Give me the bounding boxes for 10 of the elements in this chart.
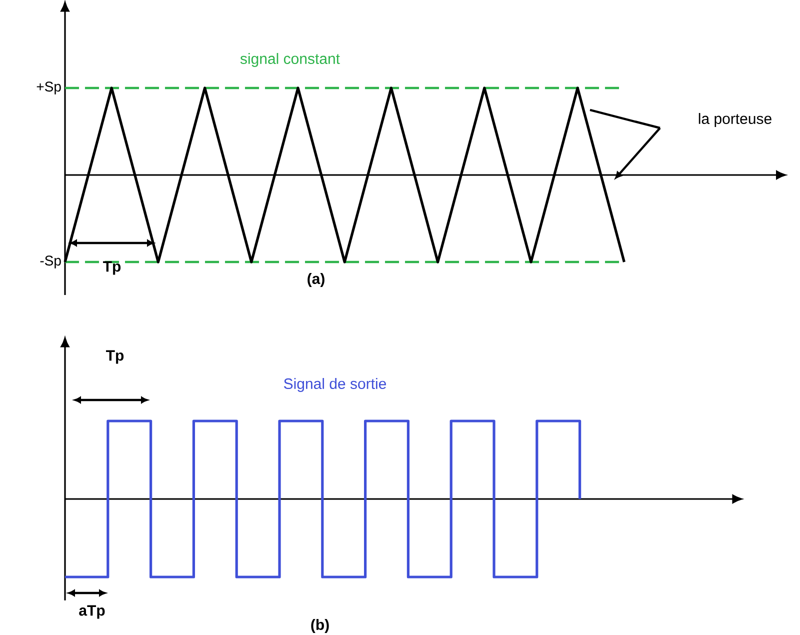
ref-line-label: -Sp xyxy=(40,256,61,268)
text: la porteuse xyxy=(698,113,772,127)
text: aTp xyxy=(79,605,105,619)
ref-line-label: +Sp xyxy=(36,82,61,94)
text: Tp xyxy=(106,350,124,364)
text: Signal de sortie xyxy=(284,378,386,392)
text: (b) xyxy=(311,619,329,633)
annotation: Tp xyxy=(103,261,121,275)
text: (a) xyxy=(308,273,324,287)
text: signal constant xyxy=(240,53,340,67)
